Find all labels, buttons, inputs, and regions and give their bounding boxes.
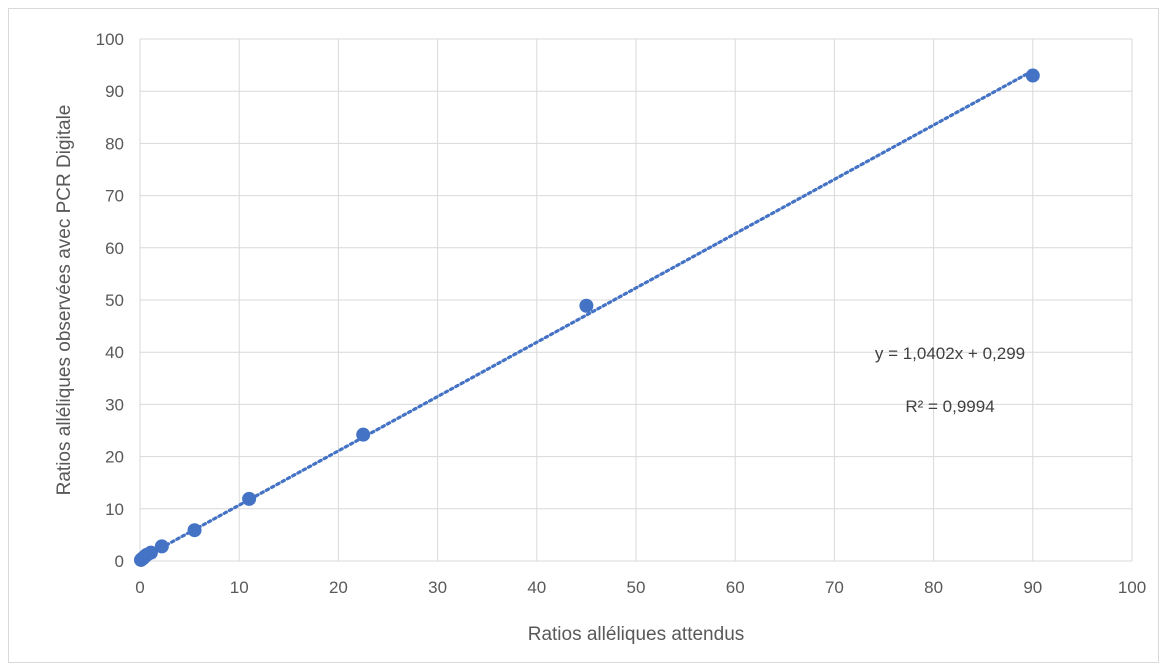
y-tick-label: 30 [105,395,124,414]
y-tick-label: 10 [105,500,124,519]
data-point [187,523,202,538]
x-tick-label: 80 [924,578,943,597]
x-tick-label: 40 [527,578,546,597]
data-point [1025,68,1040,83]
x-tick-label: 90 [1023,578,1042,597]
trendline-path [138,69,1035,562]
y-axis-title: Ratios alléliques observées avec PCR Dig… [54,105,75,496]
x-tick-label: 60 [726,578,745,597]
x-tick-label: 0 [135,578,144,597]
trendline-equation: y = 1,0402x + 0,299 [875,344,1025,363]
x-tick-label: 50 [627,578,646,597]
y-tick-label: 20 [105,448,124,467]
y-tick-label: 0 [115,552,124,571]
chart-frame [8,8,1159,663]
data-point [154,539,169,554]
y-tick-label: 70 [105,187,124,206]
x-tick-label: 30 [428,578,447,597]
y-tick-label: 100 [96,30,124,49]
trendline [138,69,1035,562]
x-tick-label: 10 [230,578,249,597]
grid-lines [139,38,1133,562]
y-tick-label: 60 [105,239,124,258]
data-point [143,545,158,560]
data-point [242,491,257,506]
data-points [133,68,1040,567]
y-tick-label: 50 [105,291,124,310]
x-axis-ticks: 0 10 20 30 40 50 60 70 80 90 100 [135,578,1146,597]
y-tick-label: 40 [105,343,124,362]
y-axis-ticks: 0 10 20 30 40 50 60 70 80 90 100 [96,30,124,571]
data-point [356,427,371,442]
y-tick-label: 80 [105,134,124,153]
data-point [579,298,594,313]
x-tick-label: 20 [329,578,348,597]
x-axis-title: Ratios alléliques attendus [528,624,745,645]
trendline-r-squared: R² = 0,9994 [905,397,994,416]
x-tick-label: 70 [825,578,844,597]
y-tick-label: 90 [105,82,124,101]
x-tick-label: 100 [1118,578,1146,597]
